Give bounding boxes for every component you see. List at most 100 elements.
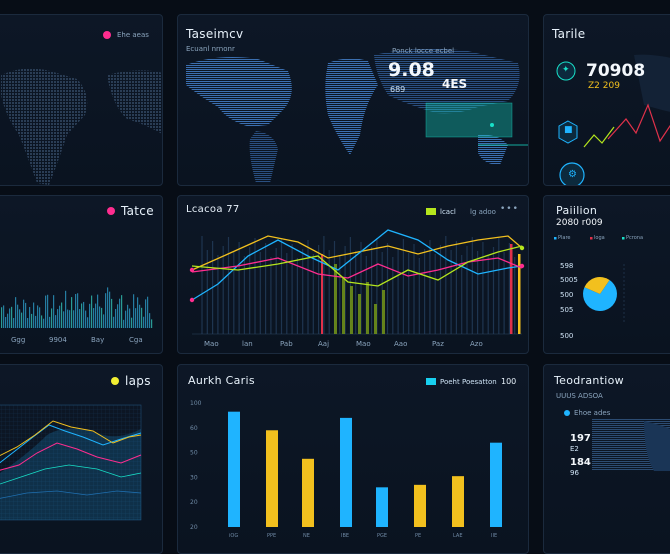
metric-small: 689 <box>390 85 406 94</box>
x-tick: iOG <box>229 533 238 539</box>
legend-dot <box>103 31 111 39</box>
histogram-bar <box>47 294 49 328</box>
legend-item: Plare <box>558 235 571 241</box>
y-tick: 50 <box>190 450 198 457</box>
x-label: Mao <box>204 340 219 348</box>
histogram-bar <box>77 293 79 328</box>
more-icon[interactable]: ••• <box>500 204 519 214</box>
panel-title: Paiilion <box>556 204 598 217</box>
histogram-bar <box>27 318 29 328</box>
histogram-bar <box>95 303 97 328</box>
x-tick: NE <box>303 533 310 539</box>
histogram-bar <box>51 308 53 328</box>
legend-label: Ehoe ades <box>574 409 611 417</box>
series-line <box>191 257 523 279</box>
pie-chart <box>554 237 625 324</box>
histogram-bar <box>107 287 109 328</box>
panel-top-right: Tarile 70908 Z2 209 ■ ⚙ ✦ <box>543 14 670 186</box>
histogram-bar <box>147 296 149 328</box>
histogram-bar <box>69 310 71 328</box>
histogram-bar <box>59 305 61 328</box>
legend-item: Pcrona <box>626 235 644 241</box>
bar-mark <box>334 264 337 334</box>
panel-line-chart: Lcacoa 77 lcacl lg adoo ••• Mao lan Pab Aaj… <box>177 195 529 354</box>
gear-icon[interactable]: ⚙ <box>568 169 577 180</box>
pie-slice <box>584 277 610 294</box>
panel-subtitle: Ecuanl nrnonr <box>186 45 235 53</box>
x-label: Pab <box>280 340 293 348</box>
series-line <box>191 229 523 301</box>
histogram-bar <box>149 313 151 328</box>
histogram-bar <box>29 307 31 328</box>
x-label: 9904 <box>49 336 67 344</box>
series-point <box>189 267 195 273</box>
histogram-bar <box>9 308 11 328</box>
legend-dot <box>590 237 593 240</box>
x-tick: PE <box>415 533 421 539</box>
histogram-bar <box>143 316 145 328</box>
histogram-bar <box>67 309 69 328</box>
bar <box>302 458 314 527</box>
legend-item: loga <box>594 235 605 241</box>
bar <box>228 411 240 527</box>
histogram-bar <box>21 312 23 328</box>
x-label: Azo <box>470 340 483 348</box>
x-label: Paz <box>432 340 444 348</box>
top-right-graphic <box>556 54 670 185</box>
metric-main: 2080 r009 <box>556 218 603 228</box>
series-line <box>191 235 523 271</box>
panel-title: Taseimcv <box>186 27 244 41</box>
area-chart <box>0 404 142 521</box>
x-label: Cga <box>129 336 143 344</box>
histogram-bar <box>19 309 21 328</box>
histogram-bar <box>25 302 27 328</box>
metric-main: 70908 <box>586 61 646 81</box>
world-map <box>186 48 528 183</box>
legend-swatch <box>426 208 436 215</box>
histogram-bar <box>65 290 67 328</box>
histogram-bar <box>87 317 89 328</box>
panel-title: Lcacoa 77 <box>186 204 240 215</box>
legend-value: 100 <box>501 377 517 386</box>
histogram-bar <box>33 302 35 328</box>
legend-dot <box>107 207 115 215</box>
panel-title: Tatce <box>121 204 154 218</box>
bar <box>376 487 388 527</box>
metric-main: 9.08 <box>388 59 435 81</box>
panel-title: laps <box>125 374 151 388</box>
histogram-bar <box>135 308 137 328</box>
histogram-bar <box>79 309 81 328</box>
histogram-bar <box>15 297 17 328</box>
bar <box>452 476 464 527</box>
metric-side: 4ES <box>442 77 468 91</box>
histogram-bar <box>11 306 13 328</box>
histogram-bar <box>49 316 51 328</box>
y-tick: 20 <box>190 499 198 506</box>
legend-label: Poeht Poesatton <box>440 378 497 386</box>
histogram-bar <box>133 294 135 328</box>
histogram-bar <box>37 305 39 328</box>
histogram-bar <box>105 293 107 328</box>
histogram-bar <box>89 303 91 328</box>
histogram-bar <box>1 307 3 328</box>
histogram-bar <box>3 305 5 328</box>
bar-mark <box>358 294 361 334</box>
histogram-bar <box>83 301 85 328</box>
histogram-bar <box>45 295 47 328</box>
pie-label: 500 <box>560 291 574 299</box>
pie-label: 598 <box>560 262 574 270</box>
histogram-bar <box>101 307 103 328</box>
bar-chart: 100 60 50 30 20 20 iOG PPE NE IBE PGE PE LAE IIE <box>190 400 502 539</box>
histogram-bar <box>41 315 43 328</box>
series-point <box>519 263 525 269</box>
histogram-bar <box>127 304 129 328</box>
bar <box>340 417 352 527</box>
y-tick: 20 <box>190 524 198 531</box>
x-label: Bay <box>91 336 105 344</box>
histogram-bar <box>151 319 153 328</box>
panel-world-map-left: Ehe aeas <box>0 14 163 186</box>
panel-pie: Paiilion 2080 r009 Plare loga Pcrona 598… <box>543 195 670 354</box>
lock-icon[interactable]: ■ <box>564 125 573 135</box>
panel-title: Aurkh Caris <box>188 374 255 387</box>
legend-label: lcacl <box>440 208 456 216</box>
